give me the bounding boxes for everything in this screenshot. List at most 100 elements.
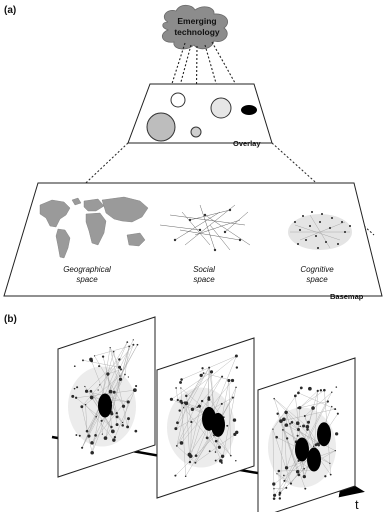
network-node <box>284 410 288 415</box>
network-node <box>273 397 275 400</box>
network-node <box>194 461 197 464</box>
network-edge <box>304 415 314 447</box>
network-node <box>331 391 333 393</box>
network-node <box>126 425 130 429</box>
network-node <box>98 365 101 368</box>
network-node <box>134 429 138 433</box>
network-node <box>282 429 284 431</box>
network-edge <box>286 424 336 451</box>
network-edge <box>208 376 223 400</box>
space-label-cognitive-1: Cognitive <box>300 265 334 274</box>
network-node <box>73 387 76 390</box>
network-node <box>84 403 87 406</box>
network-edge <box>75 397 112 428</box>
network-node <box>233 432 237 437</box>
network-node <box>175 387 177 389</box>
network-node <box>84 389 89 393</box>
network-edge <box>221 387 237 463</box>
network-node <box>314 443 318 447</box>
network-edge <box>176 445 196 463</box>
network-edge <box>304 392 332 417</box>
network-node <box>110 429 115 434</box>
network-edge <box>81 339 134 448</box>
network-node <box>283 479 286 482</box>
network-node <box>118 365 122 369</box>
network-node <box>106 372 110 376</box>
network-edge <box>189 401 203 455</box>
network-edge <box>274 460 299 496</box>
network-node <box>278 497 282 500</box>
network-edge <box>107 342 128 375</box>
network-node <box>293 394 297 398</box>
network-node <box>108 389 113 394</box>
network-node <box>275 435 278 439</box>
network-node <box>127 417 130 421</box>
network-node <box>311 406 315 410</box>
overlay-plane <box>127 83 273 144</box>
time-frame-1 <box>57 316 156 478</box>
network-node <box>78 434 81 437</box>
network-edge <box>291 422 316 452</box>
network-edge <box>176 371 212 446</box>
network-edge <box>81 406 93 453</box>
network-node <box>279 419 283 423</box>
network-node <box>230 378 235 383</box>
network-edge <box>94 355 124 407</box>
network-edge <box>107 374 118 425</box>
network-edge <box>186 355 237 397</box>
network-node <box>112 350 115 353</box>
network-edge <box>277 413 298 472</box>
network-edge <box>183 367 210 408</box>
network-edge <box>124 346 130 375</box>
network-node <box>234 354 238 358</box>
network-node <box>188 460 192 464</box>
network-edge <box>298 392 336 410</box>
network-node <box>229 454 232 457</box>
network-edge <box>105 426 112 439</box>
network-edge <box>295 395 305 477</box>
network-edge <box>197 376 223 408</box>
network-edge <box>285 412 305 477</box>
network-node <box>120 368 123 371</box>
network-node <box>74 396 78 399</box>
network-edge <box>91 344 134 453</box>
network-node <box>326 400 329 403</box>
network-edge <box>177 399 223 457</box>
network-node <box>295 421 300 426</box>
network-edge <box>185 397 234 477</box>
network-edge <box>284 392 332 481</box>
network-edge <box>186 373 204 404</box>
network-node <box>331 405 333 408</box>
network-edge <box>101 420 103 435</box>
network-node <box>89 357 93 362</box>
cloud-text-line1: Emerging <box>177 16 216 26</box>
network-node <box>121 421 124 424</box>
network-node <box>99 384 101 386</box>
space-label-geographical-1: Geographical <box>63 265 111 274</box>
network-node <box>220 461 223 464</box>
network-edge <box>176 399 210 446</box>
basemap-plane: Geographical space Social space Cognitiv… <box>3 182 383 297</box>
network-node <box>289 482 293 485</box>
network-node <box>299 386 303 390</box>
network-edge <box>177 402 186 423</box>
network-node <box>194 454 198 457</box>
network-node <box>220 454 225 459</box>
network-node <box>179 380 183 384</box>
network-node <box>217 445 221 449</box>
network-node <box>214 451 217 453</box>
network-node <box>297 391 300 395</box>
network-node <box>297 460 300 462</box>
network-node <box>85 429 89 433</box>
network-node <box>169 397 174 401</box>
panel-a-label: (a) <box>4 5 16 16</box>
network-edge <box>273 398 300 475</box>
network-node <box>190 407 195 411</box>
network-edge <box>276 473 292 484</box>
network-node <box>276 473 278 475</box>
network-node <box>282 417 286 422</box>
network-node <box>101 355 105 358</box>
network-edge <box>203 372 233 381</box>
network-edge <box>307 426 319 445</box>
network-edge <box>274 398 308 427</box>
